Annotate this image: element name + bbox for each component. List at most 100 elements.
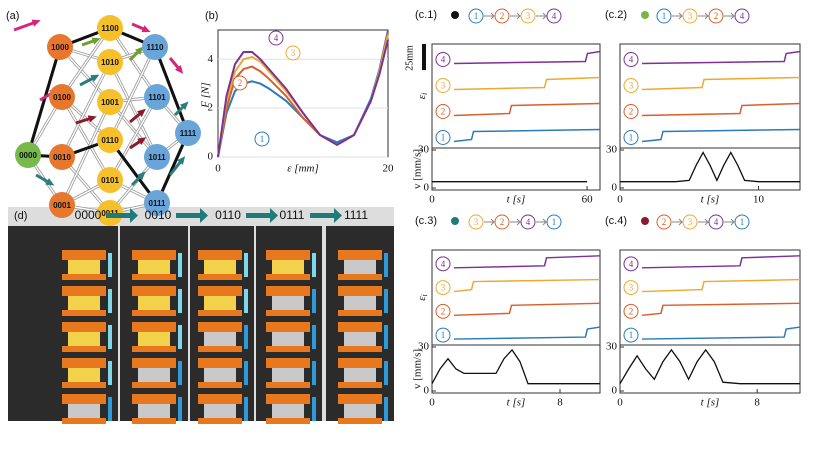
y-tick-label: 4 [208,53,214,65]
arrow-head [180,101,189,110]
x-axis-label: t [s] [507,194,526,206]
indicator [108,253,112,277]
x-axis-label: t [s] [701,397,720,409]
state-arrow [246,213,270,218]
indicator [244,397,248,421]
arrow-head [137,171,146,180]
orange-cell [132,394,176,404]
circled-number [254,131,270,147]
node-label: 0000 [19,151,37,160]
panel-marker [641,11,649,19]
indicator [384,397,388,421]
orange-cell [266,322,310,332]
strain-trace [641,128,801,143]
seq-arrow [484,12,495,20]
circled-label: 4 [629,55,634,65]
circled-label: 1 [740,217,745,227]
state-arrow-head [130,208,138,223]
strain-trace [641,255,801,269]
node-label: 0111 [149,199,166,208]
orange-cell [338,286,382,296]
circled-number [285,45,301,61]
orange-cell [62,322,106,332]
velocity-curve [619,348,800,385]
indicator [384,253,388,277]
strain-trace [453,255,601,269]
panel-label: (c.4) [605,215,627,227]
edge [61,27,111,98]
y-tick-label: 30 [418,144,430,156]
node-label: 1111 [180,129,197,138]
x-tick-label: 8 [557,397,563,409]
x-axis-label: ε [mm] [287,163,319,175]
orange-cell [68,260,100,274]
path-edge [26,46,62,156]
strain-trace [453,326,601,340]
node-label: 0110 [101,136,119,145]
circled-number [623,52,639,67]
orange-cell [62,250,106,260]
strain-trace [641,102,801,117]
circled-number [656,214,672,230]
edge [61,101,111,206]
state-arrow-head [200,208,208,223]
circled-number [623,327,639,343]
node: 0010 [49,144,75,170]
orange-cell [198,274,242,280]
edge [61,61,111,158]
circled-label: 3 [291,48,296,58]
force-curve [217,39,389,158]
x-axis-label: t [s] [507,397,526,409]
orange-cell [266,394,310,404]
node: 1001 [97,89,123,115]
seq-arrow [510,218,521,226]
circled-label: 3 [441,81,446,91]
orange-cell [266,358,310,368]
circled-label: 2 [629,306,634,316]
circled-label: 2 [500,11,505,21]
circled-label: 2 [662,217,667,227]
edge [109,46,156,141]
circled-number [435,52,451,67]
circled-label: 2 [441,107,446,117]
orange-cell [68,332,100,346]
orange-cell [338,358,382,368]
circled-label: 3 [688,217,693,227]
velocity-curve [431,348,600,385]
circled-label: 1 [629,330,634,340]
orange-cell [338,310,382,316]
orange-cell [204,296,236,310]
node-circle [47,34,73,60]
orange-cell [338,418,382,424]
indicator [178,397,182,421]
orange-cell [272,332,304,346]
indicator [178,325,182,349]
orange-cell [266,418,310,424]
indicator [384,289,388,313]
node: 0111 [144,190,170,216]
arrow-head [90,74,100,82]
circled-label: 2 [238,78,243,88]
orange-cell [62,382,106,388]
circled-number [435,130,451,145]
orange-cell [204,368,236,382]
y-axis-label: v [mm/s] [412,349,424,389]
panel-label: (d) [14,210,27,222]
state-label: 0000 [75,208,102,222]
circled-label: 3 [629,81,634,91]
panel-label: (c.3) [415,215,437,227]
y-tick-label: 30 [418,341,430,353]
orange-cell [272,296,304,310]
scale-label: 25mm [404,45,415,71]
circled-label: 3 [441,283,446,293]
plot-frame [431,43,601,191]
circled-label: 2 [629,107,634,117]
node: 1100 [97,15,123,41]
y-tick-label: 0 [612,182,618,194]
circled-number [734,8,750,24]
node: 1110 [142,34,168,60]
strain-trace [453,302,601,317]
orange-cell [338,394,382,404]
orange-cell [204,260,236,274]
